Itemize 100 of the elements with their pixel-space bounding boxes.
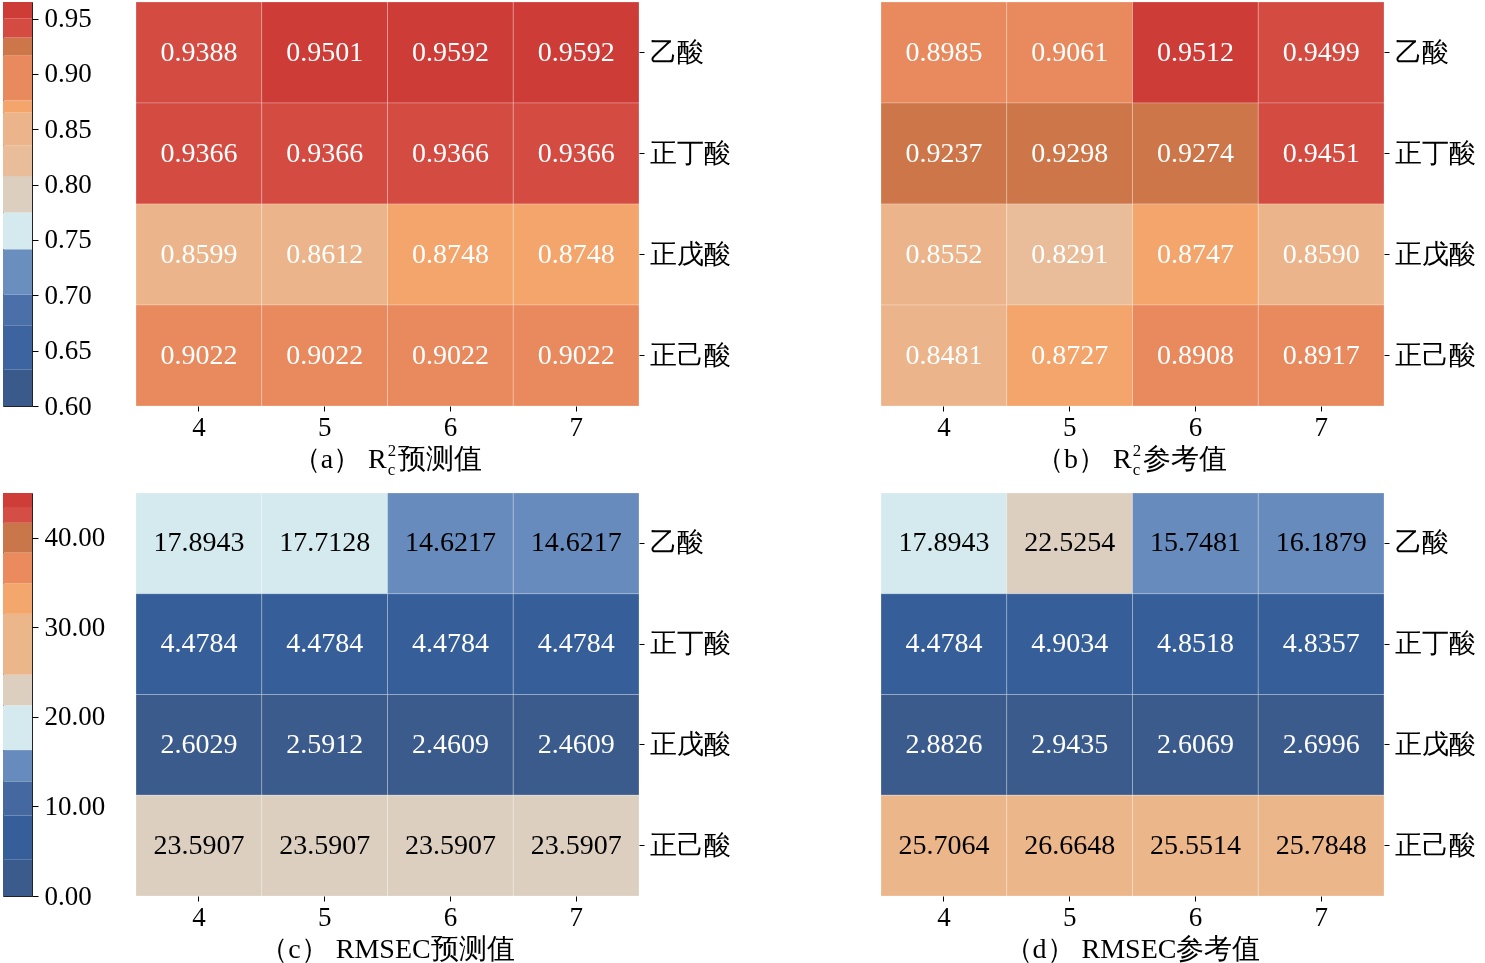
data-label: 2.8826 xyxy=(905,727,983,759)
data-label: 4.4784 xyxy=(905,627,983,659)
data-label: 4.4784 xyxy=(286,627,364,659)
data-label: 0.8747 xyxy=(1156,237,1234,269)
data-label: 4.4784 xyxy=(411,627,489,659)
data-label: 0.8748 xyxy=(537,237,615,269)
data-label: 17.8943 xyxy=(898,526,990,558)
data-label: 0.8291 xyxy=(1031,237,1109,269)
y-tick-label: 乙酸 xyxy=(1394,527,1449,558)
data-label: 2.9435 xyxy=(1031,727,1109,759)
data-label: 23.5907 xyxy=(530,828,622,860)
color-bar-label: 30.00 xyxy=(44,611,106,642)
color-bar-label: 0.00 xyxy=(44,880,92,911)
x-tick-label: 5 xyxy=(1062,901,1077,932)
y-tick-label: 正丁酸 xyxy=(1394,628,1476,659)
y-tick-label: 正己酸 xyxy=(1394,829,1476,860)
data-label: 4.8357 xyxy=(1282,627,1360,659)
data-label: 14.6217 xyxy=(530,526,622,558)
color-bar-label: 0.65 xyxy=(44,335,92,366)
data-label: 0.8748 xyxy=(411,237,489,269)
x-tick-label: 4 xyxy=(937,411,952,442)
y-tick-label: 正己酸 xyxy=(1394,339,1476,370)
color-bar-label: 0.70 xyxy=(44,279,92,310)
data-label: 0.8481 xyxy=(905,338,983,370)
y-tick-label: 正戊酸 xyxy=(649,728,731,759)
data-label: 0.9237 xyxy=(905,136,983,168)
data-label: 2.6029 xyxy=(160,727,238,759)
color-bar-label: 0.60 xyxy=(44,390,92,421)
data-label: 25.7064 xyxy=(898,828,990,860)
data-label: 0.9366 xyxy=(160,136,238,168)
x-tick-label: 7 xyxy=(1314,901,1328,932)
color-bar-label: 0.85 xyxy=(44,113,92,144)
data-label: 17.7128 xyxy=(279,526,371,558)
x-tick-label: 5 xyxy=(1062,411,1077,442)
y-tick-label: 乙酸 xyxy=(649,36,704,67)
x-tick-label: 5 xyxy=(317,901,332,932)
text: （c） RMSEC预测值 xyxy=(260,933,515,963)
y-tick-label: 正戊酸 xyxy=(1394,238,1476,269)
color-bar-label: 40.00 xyxy=(44,522,106,553)
data-label: 4.4784 xyxy=(537,627,615,659)
data-label: 0.9022 xyxy=(537,338,615,370)
x-tick-label: 7 xyxy=(569,901,583,932)
x-tick-label: 4 xyxy=(192,901,207,932)
x-tick-label: 4 xyxy=(937,901,952,932)
data-label: 0.9451 xyxy=(1282,136,1360,168)
x-tick-label: 6 xyxy=(443,411,458,442)
color-bar-label: 0.95 xyxy=(44,3,92,34)
data-label: 4.8518 xyxy=(1156,627,1234,659)
data-label: 0.8590 xyxy=(1282,237,1360,269)
data-label: 0.9022 xyxy=(411,338,489,370)
data-label: 0.9366 xyxy=(537,136,615,168)
data-label: 0.9499 xyxy=(1282,35,1360,67)
data-label: 2.6069 xyxy=(1156,727,1234,759)
data-label: 0.8727 xyxy=(1031,338,1109,370)
color-bar-label: 20.00 xyxy=(44,701,106,732)
data-label: 2.5912 xyxy=(286,727,364,759)
data-label: 26.6648 xyxy=(1024,828,1116,860)
data-label: 0.8552 xyxy=(905,237,983,269)
data-label: 23.5907 xyxy=(279,828,371,860)
data-label: 0.8612 xyxy=(286,237,364,269)
data-label: 0.9512 xyxy=(1156,35,1234,67)
data-label: 4.9034 xyxy=(1031,627,1109,659)
y-tick-label: 正己酸 xyxy=(649,829,731,860)
color-bar-label: 0.75 xyxy=(44,224,92,255)
data-label: 0.8908 xyxy=(1156,338,1234,370)
data-label: 25.7848 xyxy=(1275,828,1367,860)
data-label: 25.5514 xyxy=(1149,828,1241,860)
data-label: 0.9022 xyxy=(160,338,238,370)
data-label: 0.8599 xyxy=(160,237,238,269)
data-label: 0.9592 xyxy=(411,35,489,67)
data-label: 0.8917 xyxy=(1282,338,1360,370)
data-label: 0.9366 xyxy=(411,136,489,168)
data-label: 0.9388 xyxy=(160,35,238,67)
data-label: 2.4609 xyxy=(411,727,489,759)
x-tick-label: 4 xyxy=(192,411,207,442)
data-label: 0.9274 xyxy=(1156,136,1234,168)
data-label: 0.9501 xyxy=(286,35,364,67)
data-label: 14.6217 xyxy=(404,526,496,558)
color-bar-label: 0.80 xyxy=(44,169,92,200)
data-label: 0.9366 xyxy=(286,136,364,168)
data-label: 0.9061 xyxy=(1031,35,1109,67)
data-label: 0.9022 xyxy=(286,338,364,370)
x-tick-label: 6 xyxy=(1188,411,1203,442)
y-tick-label: 正丁酸 xyxy=(649,137,731,168)
data-label: 23.5907 xyxy=(404,828,496,860)
y-tick-label: 正丁酸 xyxy=(649,628,731,659)
data-label: 17.8943 xyxy=(153,526,245,558)
text: （d） RMSEC参考值 xyxy=(1004,933,1261,963)
data-label: 15.7481 xyxy=(1149,526,1241,558)
data-label: 2.6996 xyxy=(1282,727,1360,759)
y-tick-label: 正己酸 xyxy=(649,339,731,370)
color-bar-label: 10.00 xyxy=(44,790,106,821)
color-bar-label: 0.90 xyxy=(44,58,92,89)
data-label: 4.4784 xyxy=(160,627,238,659)
data-label: 16.1879 xyxy=(1275,526,1367,558)
y-tick-label: 乙酸 xyxy=(649,527,704,558)
y-tick-label: 正戊酸 xyxy=(649,238,731,269)
x-tick-label: 6 xyxy=(443,901,458,932)
data-label: 0.8985 xyxy=(905,35,983,67)
x-tick-label: 5 xyxy=(317,411,332,442)
